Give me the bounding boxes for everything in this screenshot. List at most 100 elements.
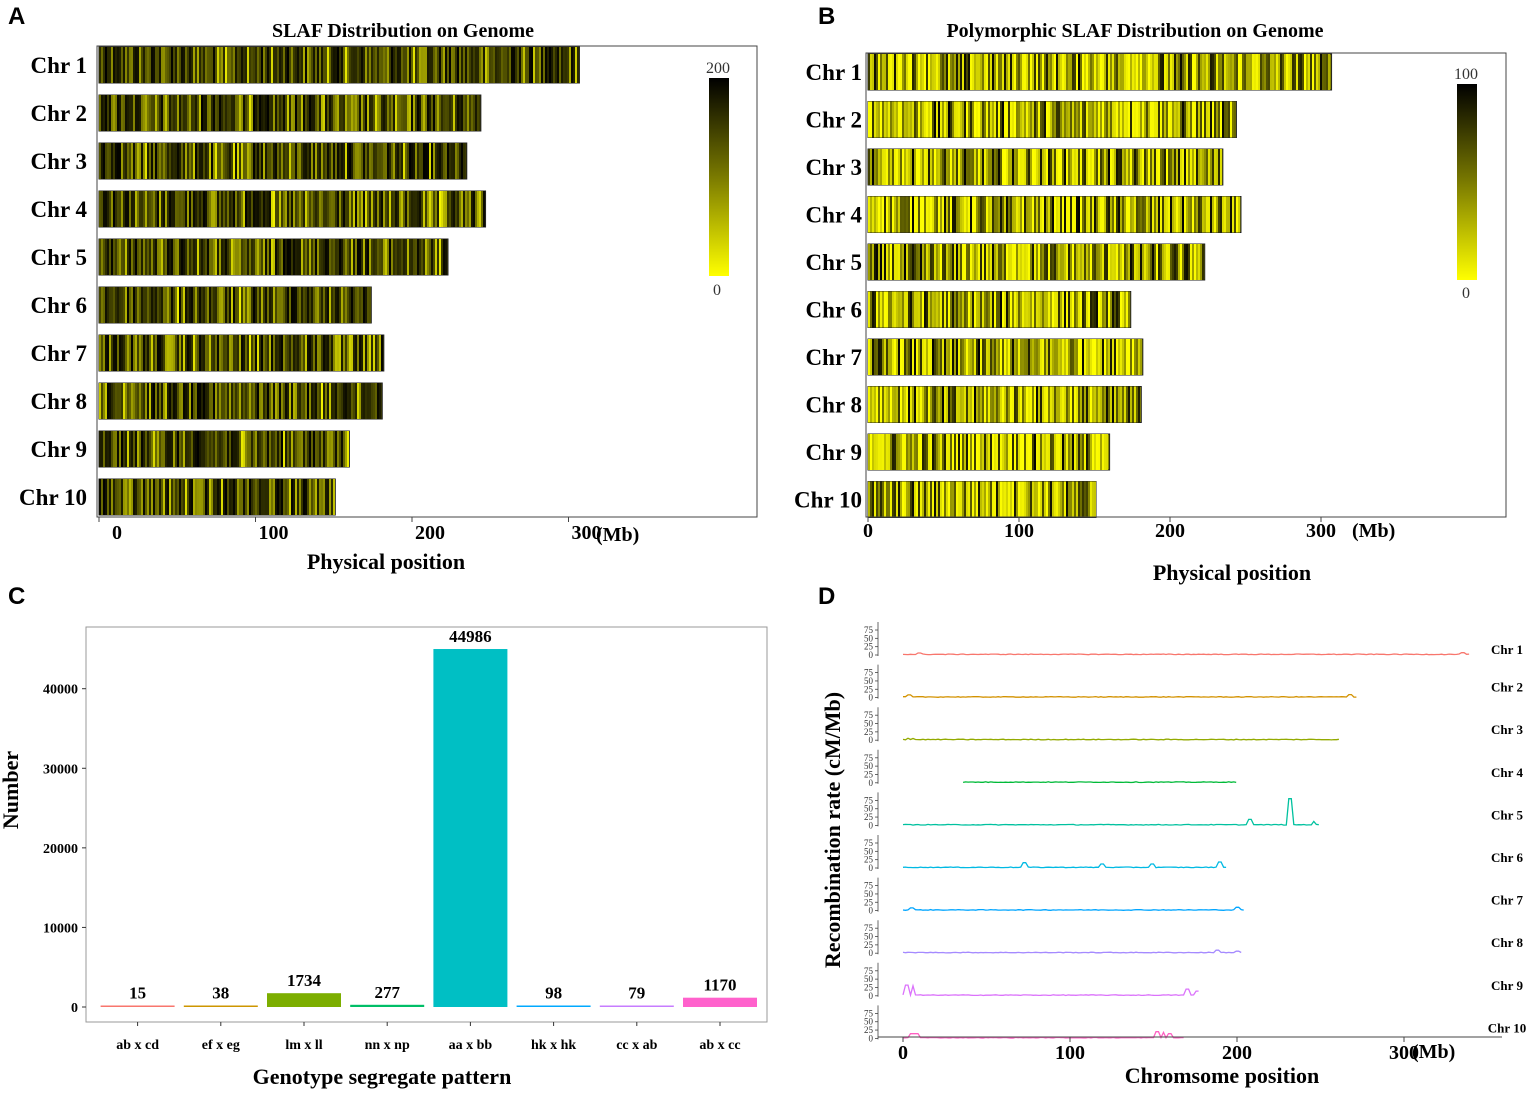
panel-b-chr-label: Chr 8 [806,393,862,418]
panel-a-chr-label: Chr 10 [19,485,87,510]
panel-b-colorbar [1457,84,1477,280]
panel-b-x-tick-label: 300 [1306,520,1336,542]
panel-d-y-tick-label: 0 [869,820,874,830]
panel-c-bar [433,649,508,1007]
panel-d-y-tick-label: 0 [869,735,874,745]
panel-d-y-tick-label: 75 [864,668,874,678]
panel-a-x-tick-label: 100 [259,522,289,544]
panel-c-bar-value: 79 [628,984,645,1003]
panel-a-chromosome-bar [98,238,449,276]
panel-a-chromosome-bar [98,382,383,420]
panel-c-bar-value: 38 [212,984,229,1003]
panel-b-chr-label: Chr 9 [806,440,862,465]
panel-c-category-label: cc x ab [616,1038,657,1053]
panel-c-y-tick-label: 0 [71,1001,78,1016]
panel-b-chr-label: Chr 7 [806,345,862,370]
panel-d-chr-label: Chr 8 [1491,935,1523,950]
panel-b-chromosome-bar [867,243,1206,281]
panel-b-chromosome-bar [867,338,1144,376]
panel-a-chr-label: Chr 2 [31,101,87,126]
panel-a-x-tick-label: 200 [415,522,445,544]
panel-a-chr-label: Chr 7 [31,341,87,366]
panel-a-chromosome-bar [98,430,350,468]
panel-b-chromosome-bar [867,386,1142,423]
panel-d-series-line [902,983,1199,998]
panel-c-xlabel: Genotype segregate pattern [253,1064,512,1089]
panel-d-chr-label: Chr 6 [1491,850,1523,865]
panel-d-xlabel: Chromsome position [1125,1063,1320,1088]
panel-d-y-tick-label: 25 [864,642,874,652]
panel-c-bar [683,997,757,1007]
panel-c-category-label: lm x ll [285,1038,322,1053]
panel-d-y-tick-label: 0 [869,991,874,1001]
panel-c-bar-value: 1170 [703,976,736,995]
panel-a-xunit: (Mb) [596,524,639,546]
panel-d-y-tick-label: 25 [864,855,874,865]
panel-c-bar [267,993,341,1007]
panel-d-chr-label: Chr 2 [1491,680,1523,695]
panel-c-category-label: ab x cc [699,1038,740,1053]
panel-a-colorbar [709,78,729,276]
panel-d-y-tick-label: 50 [864,1017,874,1027]
panel-d-y-tick-label: 75 [864,838,874,848]
panel-b-colorbar-max: 100 [1454,66,1478,83]
panel-a-chr-label: Chr 9 [31,437,87,462]
panel-b-chr-label: Chr 3 [806,155,862,180]
panel-a-chromosome-bar [98,46,580,84]
panel-a-xlabel: Physical position [307,549,465,574]
panel-b-xlabel: Physical position [1153,560,1311,585]
panel-a-colorbar-min: 0 [713,282,721,299]
panel-d-y-tick-label: 50 [864,974,874,984]
panel-c-bar-value: 44986 [449,627,492,646]
panel-d-x-tick-label: 0 [898,1042,908,1064]
panel-d-y-tick-label: 50 [864,846,874,856]
panel-d-y-tick-label: 50 [864,932,874,942]
panel-c-bar-value: 1734 [287,971,322,990]
panel-c-y-tick-label: 40000 [43,683,78,698]
panel-d-y-tick-label: 75 [864,966,874,976]
panel-d-series-line [902,652,1470,656]
panel-d-y-tick-label: 75 [864,710,874,720]
panel-a-x-tick-label: 300 [572,522,602,544]
panel-a-chromosome-bar [98,142,468,180]
panel-c-y-tick-label: 30000 [43,762,78,777]
panel-a-chr-label: Chr 4 [31,197,88,222]
panel-label-d: D [818,583,835,610]
panel-c-chart: 0 10000 20000 30000 40000 15 ab x cd 38 ef x eg 1… [0,626,768,1089]
panel-b-chromosome-bar [867,148,1224,186]
panel-d-x-tick-label: 300 [1389,1042,1419,1064]
panel-d-y-tick-label: 50 [864,804,874,814]
panel-d-y-tick-label: 25 [864,982,874,992]
panel-c-bar-value: 15 [129,984,146,1003]
panel-d-y-tick-label: 0 [869,948,874,958]
panel-d-y-tick-label: 0 [869,693,874,703]
panel-d-y-tick-label: 0 [869,1033,874,1043]
panel-c-bar-value: 277 [374,983,400,1002]
panel-d-series-line [902,906,1244,911]
panel-c-bar [100,1005,175,1007]
panel-d-series-line [902,861,1227,869]
panel-c-bar [183,1005,258,1007]
panel-d-y-tick-label: 25 [864,1025,874,1035]
panel-a-chromosome-bar [98,286,372,324]
panel-d-y-tick-label: 50 [864,633,874,643]
panel-label-a: A [8,3,25,30]
panel-c-frame [85,626,768,1023]
panel-c-bar-value: 98 [545,984,562,1003]
panel-a-x-tick-label: 0 [112,522,122,544]
panel-b-chr-label: Chr 2 [806,108,862,133]
panel-c-category-label: nn x np [365,1038,410,1053]
panel-d-y-tick-label: 50 [864,761,874,771]
panel-d-y-tick-label: 50 [864,889,874,899]
panel-c-ylabel: Number [0,751,23,829]
panel-d-chr-label: Chr 5 [1491,807,1523,822]
